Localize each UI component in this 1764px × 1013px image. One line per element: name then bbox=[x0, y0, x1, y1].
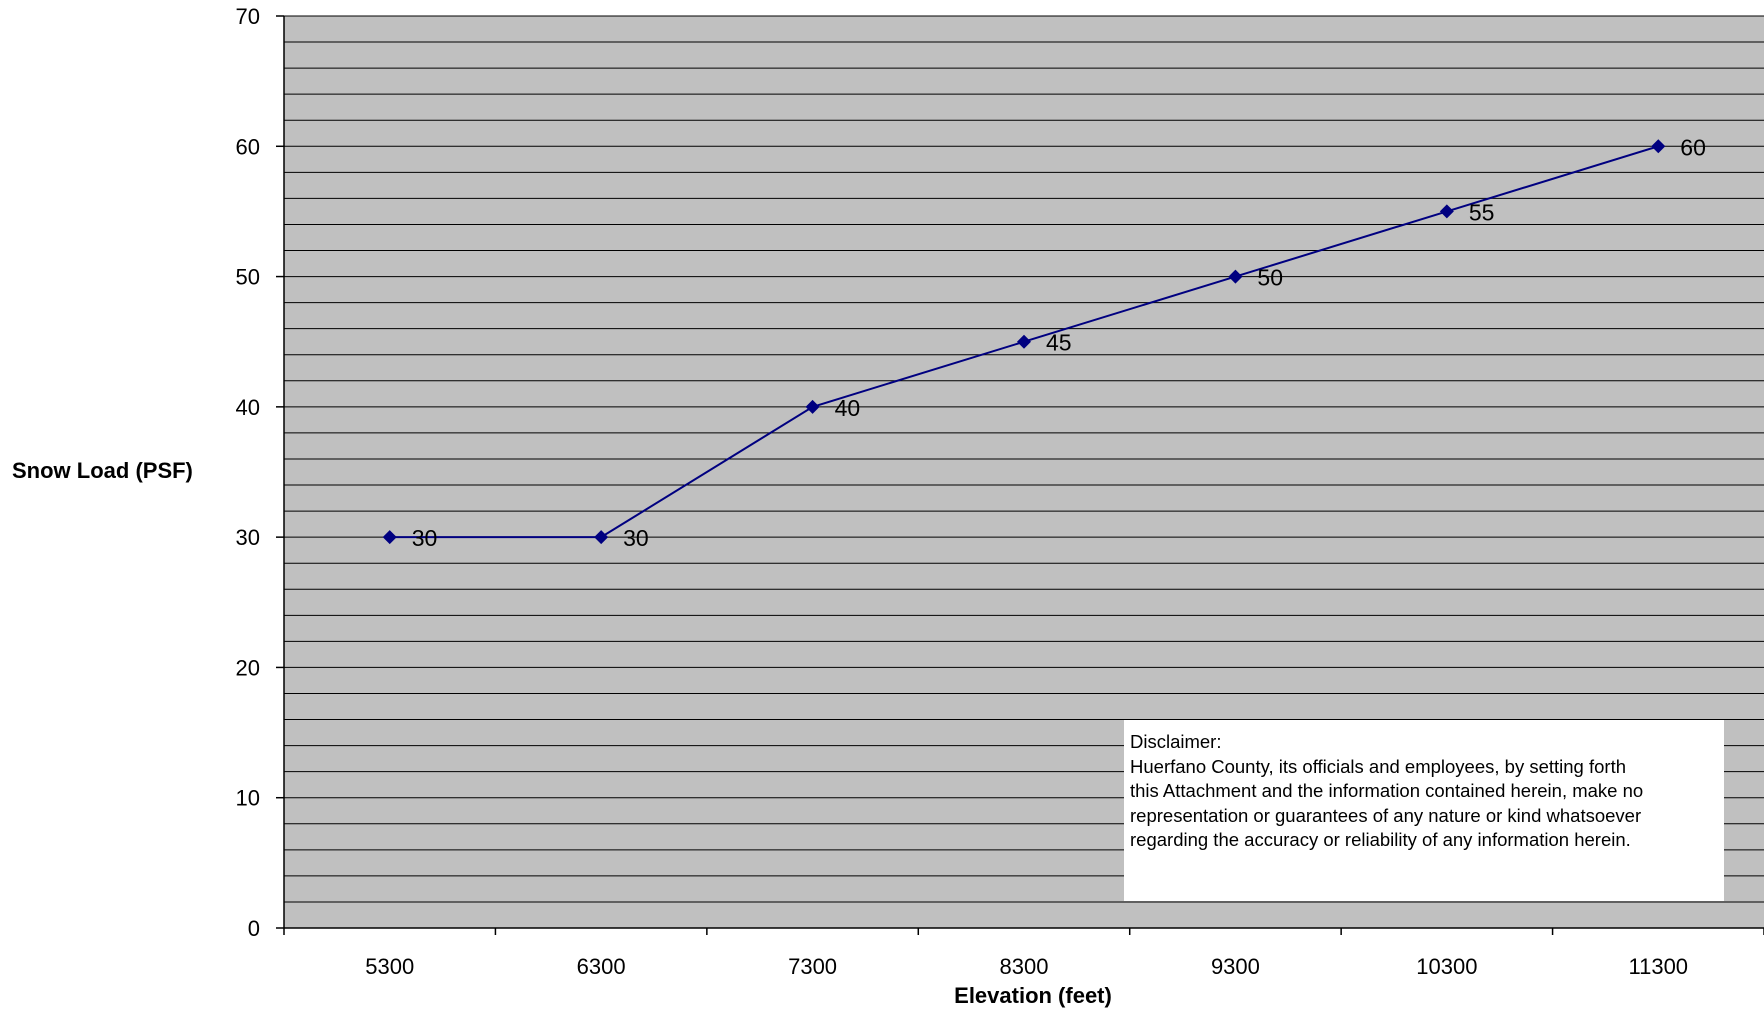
x-tick-label: 8300 bbox=[1000, 954, 1049, 979]
data-label: 30 bbox=[412, 525, 438, 551]
x-tick-label: 9300 bbox=[1211, 954, 1260, 979]
data-point-marker bbox=[1439, 204, 1454, 219]
x-axis-title: Elevation (feet) bbox=[954, 983, 1112, 1008]
disclaimer-line: Huerfano County, its officials and emplo… bbox=[1130, 755, 1626, 777]
disclaimer-heading: Disclaimer: bbox=[1130, 731, 1222, 752]
data-label: 40 bbox=[835, 395, 861, 421]
y-tick-label: 70 bbox=[236, 4, 260, 29]
x-tick-label: 5300 bbox=[365, 954, 414, 979]
data-point-marker bbox=[382, 530, 397, 545]
x-tick-label: 7300 bbox=[788, 954, 837, 979]
data-label: 60 bbox=[1680, 134, 1706, 160]
gridlines bbox=[284, 15, 1764, 903]
x-tick-label: 10300 bbox=[1416, 954, 1477, 979]
axes bbox=[283, 16, 1764, 929]
data-label: 30 bbox=[623, 525, 649, 551]
data-point-marker bbox=[1651, 139, 1666, 154]
data-labels: 30 30 40 45 50 55 60 bbox=[412, 134, 1706, 551]
disclaimer-line: regarding the accuracy or reliability of… bbox=[1130, 829, 1631, 850]
y-tick-label: 20 bbox=[236, 655, 260, 680]
x-axis-ticks: 5300 6300 7300 8300 9300 10300 11300 bbox=[283, 928, 1764, 979]
disclaimer-box: Disclaimer: Huerfano County, its officia… bbox=[1124, 720, 1724, 901]
data-point-marker bbox=[594, 530, 609, 545]
disclaimer-line: this Attachment and the information cont… bbox=[1130, 780, 1644, 801]
y-axis-title: Snow Load (PSF) bbox=[12, 458, 193, 483]
y-axis-ticks: 0 10 20 30 40 50 60 70 bbox=[236, 4, 284, 941]
x-tick-label: 6300 bbox=[577, 954, 626, 979]
data-point-marker bbox=[1228, 269, 1243, 284]
y-tick-label: 60 bbox=[236, 134, 260, 159]
y-tick-label: 30 bbox=[236, 525, 260, 550]
data-label: 50 bbox=[1257, 265, 1283, 291]
y-tick-label: 50 bbox=[236, 265, 260, 290]
y-tick-label: 40 bbox=[236, 395, 260, 420]
disclaimer-line: representation or guarantees of any natu… bbox=[1130, 804, 1642, 826]
series-group bbox=[382, 139, 1666, 545]
data-point-marker bbox=[1017, 334, 1031, 349]
data-point-marker bbox=[805, 399, 820, 414]
data-label: 45 bbox=[1046, 330, 1072, 356]
data-label: 55 bbox=[1469, 199, 1495, 225]
x-tick-label: 11300 bbox=[1629, 954, 1689, 979]
y-tick-label: 0 bbox=[248, 916, 260, 941]
y-tick-label: 10 bbox=[236, 786, 260, 811]
